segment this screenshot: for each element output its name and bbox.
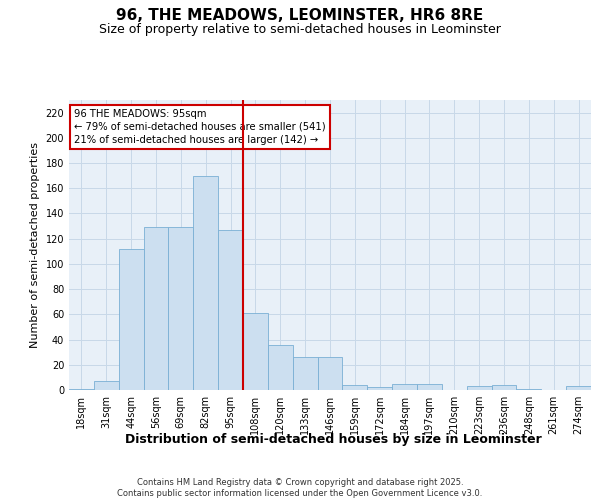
Bar bbox=[467, 386, 491, 390]
Bar bbox=[367, 388, 392, 390]
Bar bbox=[143, 228, 169, 390]
Text: 96 THE MEADOWS: 95sqm
← 79% of semi-detached houses are smaller (541)
21% of sem: 96 THE MEADOWS: 95sqm ← 79% of semi-deta… bbox=[74, 108, 326, 145]
Y-axis label: Number of semi-detached properties: Number of semi-detached properties bbox=[30, 142, 40, 348]
Text: Contains HM Land Registry data © Crown copyright and database right 2025.
Contai: Contains HM Land Registry data © Crown c… bbox=[118, 478, 482, 498]
Bar bbox=[517, 388, 541, 390]
Bar bbox=[417, 384, 442, 390]
Text: Distribution of semi-detached houses by size in Leominster: Distribution of semi-detached houses by … bbox=[125, 432, 541, 446]
Bar bbox=[392, 384, 417, 390]
Bar bbox=[317, 357, 343, 390]
Bar bbox=[119, 249, 143, 390]
Bar bbox=[218, 230, 243, 390]
Bar bbox=[293, 357, 317, 390]
Bar bbox=[566, 386, 591, 390]
Bar bbox=[94, 381, 119, 390]
Text: Size of property relative to semi-detached houses in Leominster: Size of property relative to semi-detach… bbox=[99, 22, 501, 36]
Bar bbox=[69, 388, 94, 390]
Bar bbox=[268, 344, 293, 390]
Text: 96, THE MEADOWS, LEOMINSTER, HR6 8RE: 96, THE MEADOWS, LEOMINSTER, HR6 8RE bbox=[116, 8, 484, 22]
Bar bbox=[343, 385, 367, 390]
Bar bbox=[243, 313, 268, 390]
Bar bbox=[491, 385, 517, 390]
Bar bbox=[193, 176, 218, 390]
Bar bbox=[169, 228, 193, 390]
